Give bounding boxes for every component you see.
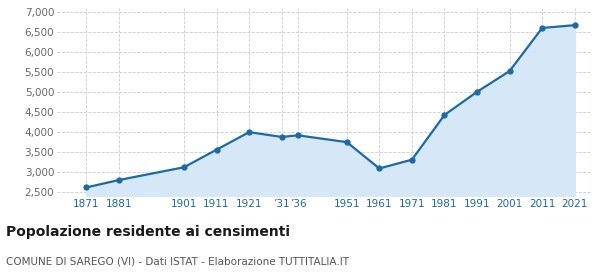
Text: COMUNE DI SAREGO (VI) - Dati ISTAT - Elaborazione TUTTITALIA.IT: COMUNE DI SAREGO (VI) - Dati ISTAT - Ela… <box>6 256 349 266</box>
Text: Popolazione residente ai censimenti: Popolazione residente ai censimenti <box>6 225 290 239</box>
